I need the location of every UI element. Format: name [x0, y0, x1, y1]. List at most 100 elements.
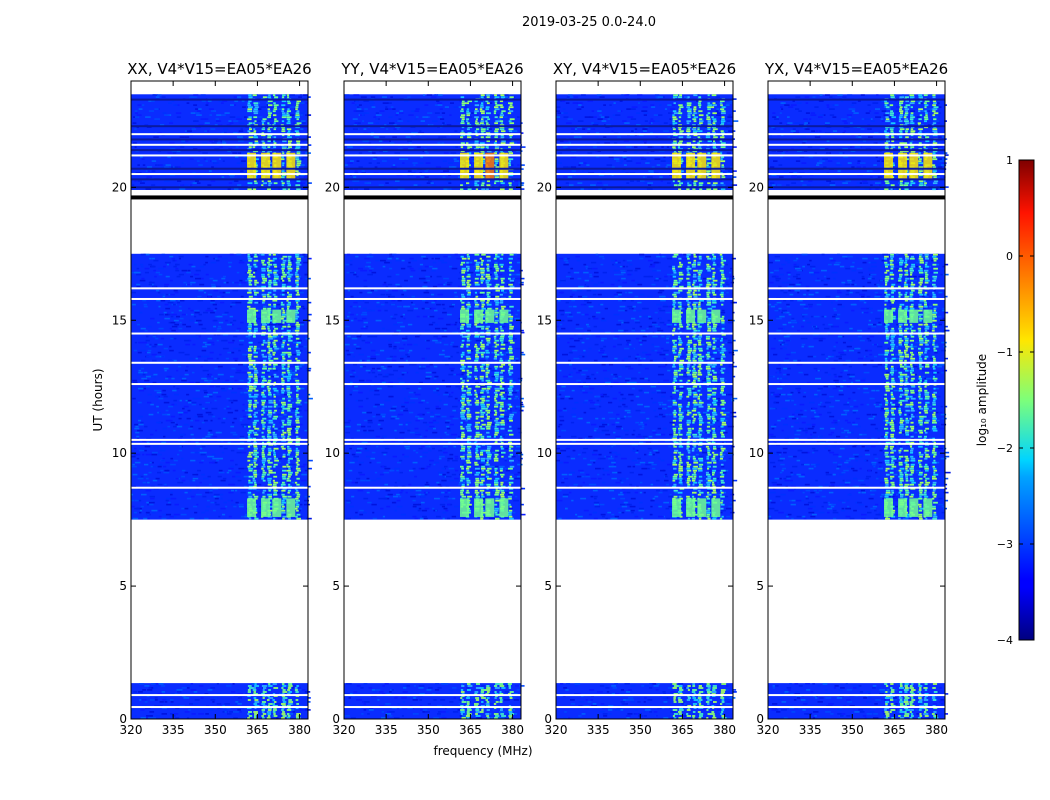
noise-cell: [446, 471, 450, 474]
noise-cell: [464, 387, 470, 390]
noise-cell: [300, 140, 305, 142]
noise-cell: [158, 515, 162, 518]
rfi-cell: [268, 114, 272, 117]
noise-cell: [290, 411, 293, 414]
noise-cell: [487, 377, 490, 380]
noise-cell: [138, 371, 144, 374]
noise-cell: [515, 395, 519, 398]
rfi-cell: [248, 122, 253, 125]
noise-cell: [277, 457, 282, 460]
rfi-cell: [287, 277, 291, 280]
noise-cell: [208, 108, 214, 110]
noise-cell: [216, 357, 219, 360]
noise-cell: [171, 325, 178, 328]
noise-cell: [355, 399, 358, 402]
noise-cell: [419, 365, 422, 368]
noise-cell: [163, 435, 166, 438]
noise-cell: [479, 359, 486, 362]
noise-cell: [437, 283, 444, 286]
noise-cell: [385, 289, 389, 292]
rfi-cell: [274, 265, 278, 268]
noise-cell: [464, 277, 471, 280]
noise-cell: [456, 689, 461, 691]
rfi-cell: [273, 365, 276, 368]
noise-cell: [482, 499, 486, 502]
rfi-cell: [508, 687, 512, 689]
noise-cell: [140, 265, 144, 268]
noise-cell: [469, 299, 475, 302]
noise-cell: [438, 259, 444, 262]
rfi-cell: [253, 703, 258, 705]
rfi-cell: [253, 259, 259, 262]
rfi-cell: [267, 427, 271, 430]
noise-cell: [497, 273, 503, 276]
noise-cell: [293, 449, 298, 452]
noise-cell: [231, 489, 235, 492]
rfi-cell: [461, 447, 466, 450]
noise-cell: [484, 273, 487, 276]
noise-cell: [233, 347, 237, 350]
rfi-cell: [295, 367, 300, 370]
noise-cell: [293, 341, 297, 344]
noise-cell: [436, 275, 442, 278]
noise-cell: [215, 118, 219, 120]
noise-cell: [151, 184, 156, 186]
noise-cell: [271, 263, 275, 266]
noise-cell: [438, 473, 443, 476]
rfi-cell: [254, 283, 257, 286]
noise-cell: [219, 146, 223, 148]
noise-cell: [452, 687, 457, 689]
noise-cell: [405, 423, 408, 426]
noise-cell: [232, 433, 238, 436]
noise-cell: [507, 377, 513, 380]
noise-cell: [349, 393, 352, 396]
noise-cell: [509, 511, 516, 514]
rfi-cell: [268, 471, 273, 474]
noise-cell: [504, 459, 507, 462]
noise-cell: [257, 429, 261, 432]
rfi-cell: [508, 715, 513, 717]
rfi-cell: [273, 493, 278, 496]
rfi-cell: [281, 335, 284, 338]
noise-cell: [200, 405, 205, 408]
noise-cell: [405, 359, 408, 362]
noise-cell: [157, 321, 160, 324]
noise-cell: [221, 389, 227, 392]
data-block: [131, 683, 308, 719]
rfi-cell: [287, 453, 290, 456]
noise-cell: [403, 409, 409, 412]
rfi-cell: [268, 359, 274, 362]
noise-cell: [514, 477, 521, 480]
noise-cell: [155, 477, 160, 480]
noise-cell: [422, 365, 426, 368]
noise-cell: [239, 339, 245, 342]
rfi-cell: [499, 691, 502, 693]
rfi-cell: [268, 355, 273, 358]
noise-cell: [240, 437, 246, 440]
rfi-cell: [296, 469, 301, 472]
noise-cell: [344, 715, 350, 717]
noise-cell: [366, 477, 370, 480]
rfi-cell: [281, 703, 286, 705]
noise-cell: [353, 455, 359, 458]
rfi-cell: [466, 279, 471, 282]
rfi-cell: [273, 269, 278, 272]
rfi-cell: [287, 363, 290, 366]
noise-cell: [407, 265, 412, 268]
noise-cell: [345, 705, 352, 707]
noise-cell: [426, 689, 432, 691]
noise-cell: [390, 385, 397, 388]
noise-cell: [405, 353, 409, 356]
noise-cell: [352, 389, 359, 392]
rfi-cell: [508, 709, 512, 711]
noise-cell: [256, 483, 262, 486]
noise-cell: [284, 449, 288, 452]
noise-cell: [143, 303, 147, 306]
noise-cell: [451, 363, 454, 366]
noise-cell: [435, 509, 438, 512]
noise-cell: [143, 473, 148, 476]
noise-cell: [359, 365, 363, 368]
noise-cell: [222, 513, 226, 516]
noise-cell: [515, 357, 519, 360]
noise-cell: [300, 120, 306, 122]
